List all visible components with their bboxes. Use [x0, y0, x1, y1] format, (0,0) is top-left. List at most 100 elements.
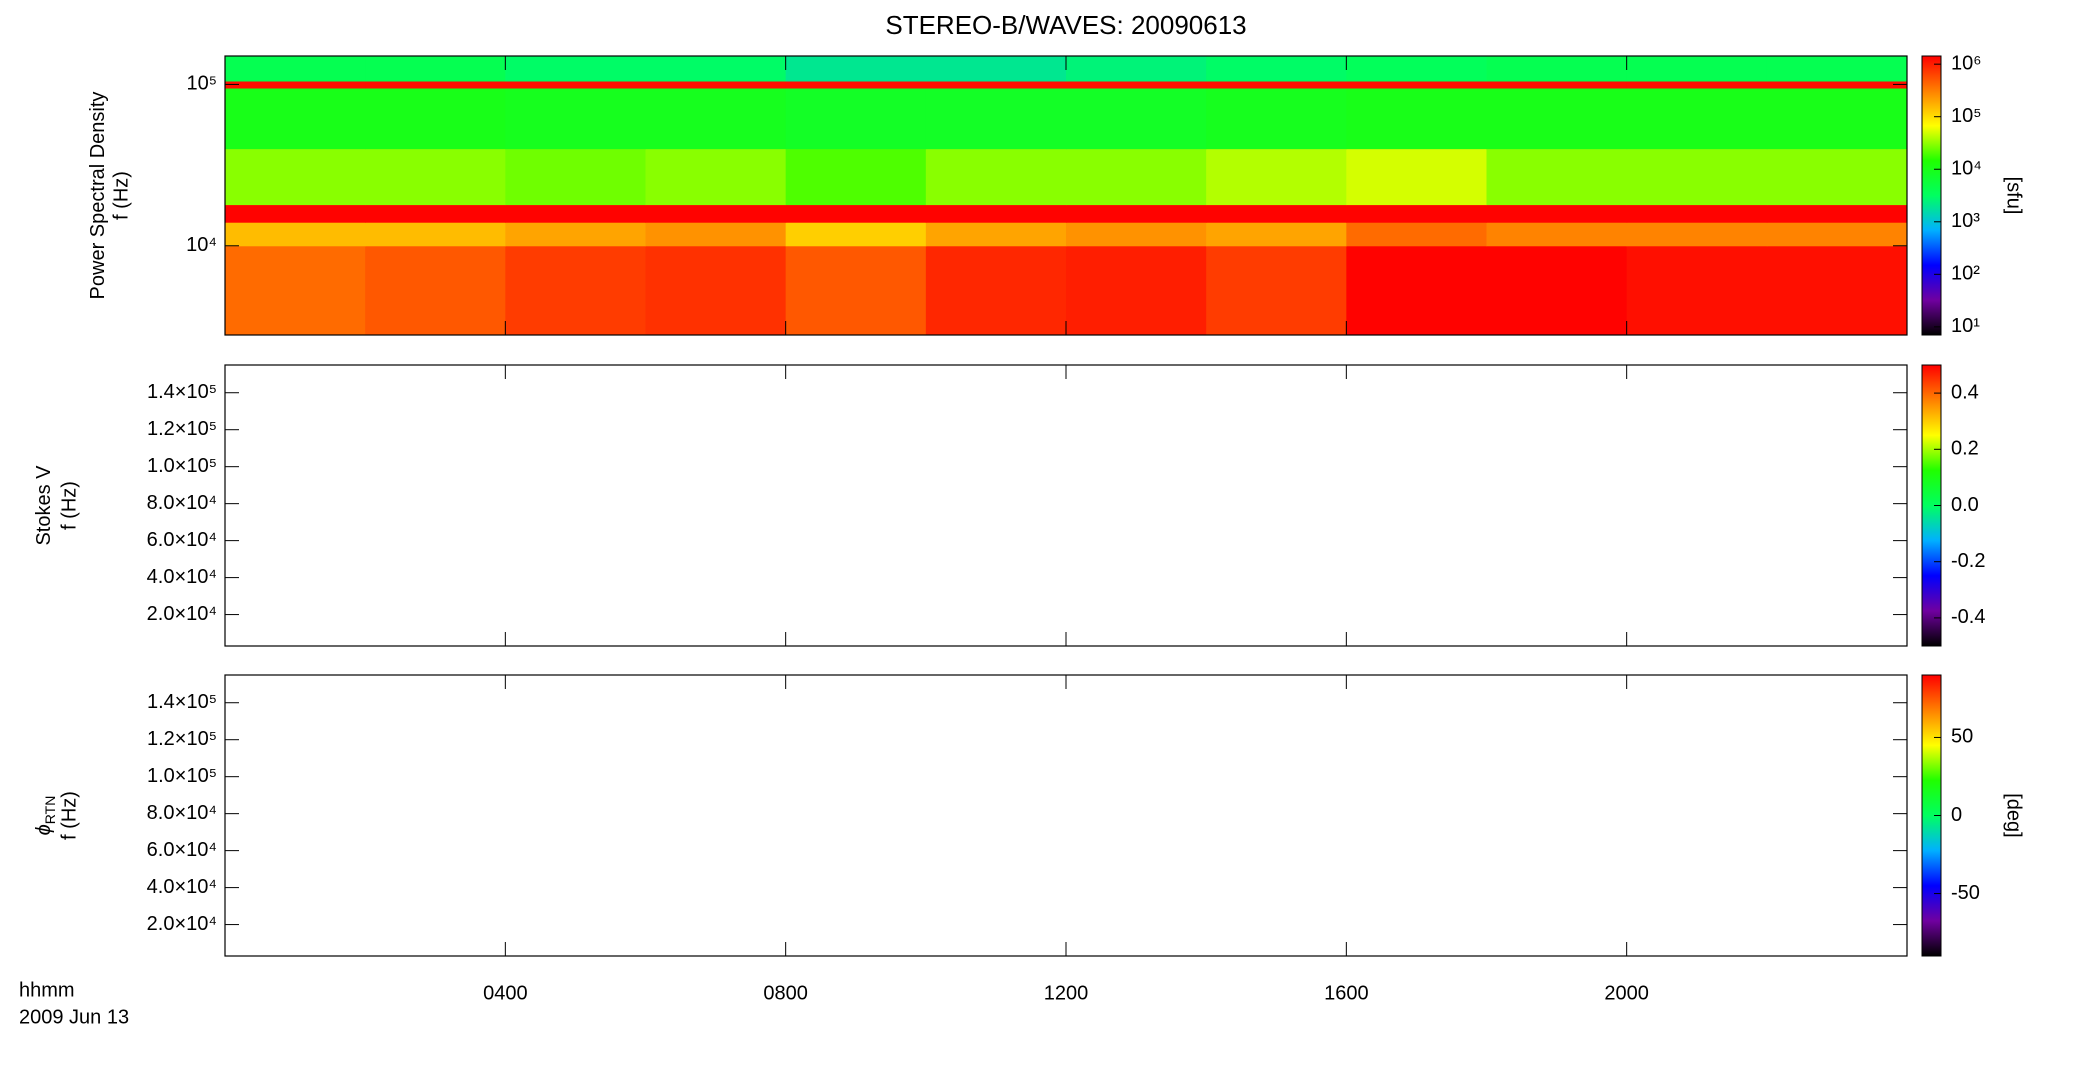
chart-title: STEREO-B/WAVES: 20090613 — [885, 10, 1246, 40]
y-tick-label: 1.4×10⁵ — [147, 691, 217, 713]
heatmap-cell — [1766, 88, 1908, 150]
colorbar-tick-label: -50 — [1951, 882, 1980, 904]
heatmap-cell — [1066, 245, 1207, 336]
heatmap-cell — [785, 148, 927, 206]
heatmap-cell — [1626, 222, 1768, 247]
heatmap-cell — [1066, 204, 1207, 223]
heatmap-cell — [365, 148, 506, 206]
heatmap-cell — [1206, 222, 1347, 247]
heatmap-cell — [225, 245, 366, 336]
heatmap-cell — [505, 148, 646, 206]
y-tick-label: 4.0×10⁴ — [147, 876, 217, 898]
heatmap-cell — [225, 56, 366, 82]
y-tick-label: 10⁴ — [186, 234, 217, 256]
colorbar-tick-label: 10² — [1951, 263, 1980, 285]
heatmap-cell — [505, 204, 646, 223]
y-tick-label: 1.2×10⁵ — [147, 728, 217, 750]
heatmap-cell — [1626, 88, 1768, 150]
heatmap-cell — [1346, 56, 1487, 82]
heatmap-cell — [1766, 204, 1908, 223]
colorbar-tick-label: 10³ — [1951, 210, 1980, 232]
heatmap-cell — [925, 88, 1067, 150]
heatmap-cell — [645, 204, 787, 223]
heatmap-cell — [505, 80, 646, 89]
y-tick-label: 1.0×10⁵ — [147, 765, 217, 787]
colorbar-tick-label: -0.2 — [1951, 550, 1985, 572]
heatmap-cell — [1626, 148, 1768, 206]
x-tick-label: 2000 — [1604, 982, 1649, 1004]
colorbar-tick-label: 10⁶ — [1951, 52, 1981, 74]
y-tick-label: 2.0×10⁴ — [147, 913, 217, 935]
y-axis-title: f (Hz) — [58, 791, 80, 840]
y-tick-label: 8.0×10⁴ — [147, 802, 217, 824]
heatmap-cell — [365, 88, 506, 150]
y-axis-title: f (Hz) — [110, 171, 132, 220]
heatmap-cell — [1206, 88, 1347, 150]
colorbar — [1921, 55, 1942, 336]
heatmap-cell — [365, 56, 506, 82]
heatmap-cell — [645, 88, 787, 150]
colorbar-label: [deg] — [2003, 793, 2025, 837]
heatmap-cell — [645, 222, 787, 247]
heatmap-cell — [925, 204, 1067, 223]
x-tick-label: 0400 — [483, 982, 528, 1004]
heatmap-cell — [785, 204, 927, 223]
colorbar-tick-label: 10¹ — [1951, 315, 1980, 337]
heatmap-cell — [1346, 222, 1487, 247]
plot-frame — [224, 674, 1908, 957]
x-tick-label: 0800 — [763, 982, 808, 1004]
y-axis-title-main: Power Spectral Density — [87, 92, 109, 300]
y-tick-label: 1.2×10⁵ — [147, 418, 217, 440]
heatmap-cell — [1486, 245, 1628, 336]
heatmap-cell — [1766, 80, 1908, 89]
colorbar-tick-label: -0.4 — [1951, 606, 1985, 628]
heatmap-cell — [505, 56, 646, 82]
heatmap-cell — [1486, 56, 1628, 82]
y-tick-label: 1.4×10⁵ — [147, 381, 217, 403]
heatmap-cell — [1626, 204, 1768, 223]
heatmap-cell — [225, 204, 366, 223]
colorbar-tick-label: 0.2 — [1951, 438, 1979, 460]
colorbar-tick-label: 10⁴ — [1951, 158, 1982, 180]
heatmap-cell — [1346, 204, 1487, 223]
colorbar-label: [sfu] — [2003, 177, 2025, 215]
y-axis-title-sub: RTN — [42, 796, 58, 825]
heatmap-cell — [225, 148, 366, 206]
heatmap-cell — [1626, 245, 1768, 336]
heatmap-cell — [1206, 80, 1347, 89]
heatmap-cell — [1346, 245, 1487, 336]
y-axis-title: Stokes V — [33, 465, 55, 546]
heatmap-cell — [645, 56, 787, 82]
x-tick-label: 1200 — [1044, 982, 1089, 1004]
y-tick-label: 6.0×10⁴ — [147, 839, 217, 861]
heatmap-cell — [225, 222, 366, 247]
heatmap-cell — [225, 88, 366, 150]
heatmap-cell — [1626, 80, 1768, 89]
y-axis-title-main: ϕ — [33, 824, 55, 835]
heatmap-cell — [925, 80, 1067, 89]
heatmap-cell — [1626, 56, 1768, 82]
heatmap-cell — [1346, 148, 1487, 206]
heatmap-cell — [1486, 204, 1628, 223]
heatmap-cell — [365, 80, 506, 89]
heatmap-cell — [1066, 88, 1207, 150]
x-axis-label: hhmm — [19, 979, 75, 1001]
heatmap-cell — [1766, 245, 1908, 336]
y-tick-label: 10⁵ — [186, 73, 217, 95]
heatmap-cell — [785, 80, 927, 89]
heatmap-cell — [785, 56, 927, 82]
heatmap-cell — [785, 245, 927, 336]
heatmap-cell — [1766, 148, 1908, 206]
heatmap-cell — [1346, 88, 1487, 150]
colorbar-tick-label: 0.4 — [1951, 381, 1979, 403]
y-axis-title: ϕRTN — [33, 796, 57, 836]
heatmap-cell — [1486, 148, 1628, 206]
heatmap-cell — [1486, 222, 1628, 247]
heatmap-cell — [1486, 80, 1628, 89]
colorbar-tick-label: 10⁵ — [1951, 105, 1982, 127]
heatmap-cell — [365, 222, 506, 247]
y-tick-label: 8.0×10⁴ — [147, 492, 217, 514]
date-label: 2009 Jun 13 — [19, 1006, 129, 1028]
heatmap-cell — [365, 204, 506, 223]
